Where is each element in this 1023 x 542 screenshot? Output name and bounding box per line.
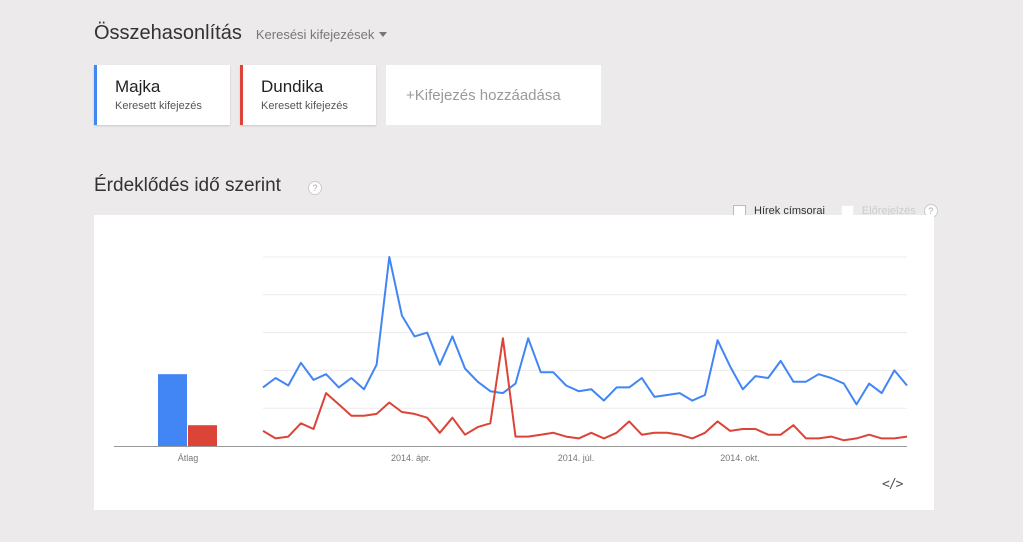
chart-options: Hírek címsorai Előrejelzés ? xyxy=(733,204,938,218)
embed-code-icon[interactable]: </> xyxy=(882,477,904,492)
help-icon[interactable]: ? xyxy=(308,181,322,195)
term-name: Dundika xyxy=(261,77,324,96)
svg-text:2014. ápr.: 2014. ápr. xyxy=(391,453,431,463)
page-title: Összehasonlítás xyxy=(94,22,242,44)
term-subtitle: Keresett kifejezés xyxy=(261,100,348,112)
term-cards: Majka Keresett kifejezés Dundika Kereset… xyxy=(94,65,601,125)
mode-dropdown-label: Keresési kifejezések xyxy=(255,27,375,42)
add-term-button[interactable]: +Kifejezés hozzáadása xyxy=(386,65,601,125)
svg-text:2014. júl.: 2014. júl. xyxy=(558,453,595,463)
compare-header: Összehasonlítás Keresési kifejezések xyxy=(94,22,388,45)
term-subtitle: Keresett kifejezés xyxy=(115,100,202,112)
news-headlines-label: Hírek címsorai xyxy=(754,205,825,217)
caret-down-icon xyxy=(379,32,388,37)
term-card-dundika[interactable]: Dundika Keresett kifejezés xyxy=(240,65,376,125)
term-card-majka[interactable]: Majka Keresett kifejezés xyxy=(94,65,230,125)
section-title: Érdeklődés idő szerint xyxy=(94,175,281,196)
svg-text:Átlag: Átlag xyxy=(178,453,199,463)
term-name: Majka xyxy=(115,77,161,96)
mode-dropdown[interactable]: Keresési kifejezések xyxy=(256,27,388,42)
interest-over-time-chart: Átlag 2014. ápr. 2014. júl. 2014. okt. xyxy=(114,256,908,463)
svg-text:2014. okt.: 2014. okt. xyxy=(720,453,760,463)
chart-panel: Átlag 2014. ápr. 2014. júl. 2014. okt. </> xyxy=(94,215,934,510)
add-term-label: +Kifejezés hozzáadása xyxy=(406,87,561,104)
forecast-label: Előrejelzés xyxy=(861,205,916,217)
